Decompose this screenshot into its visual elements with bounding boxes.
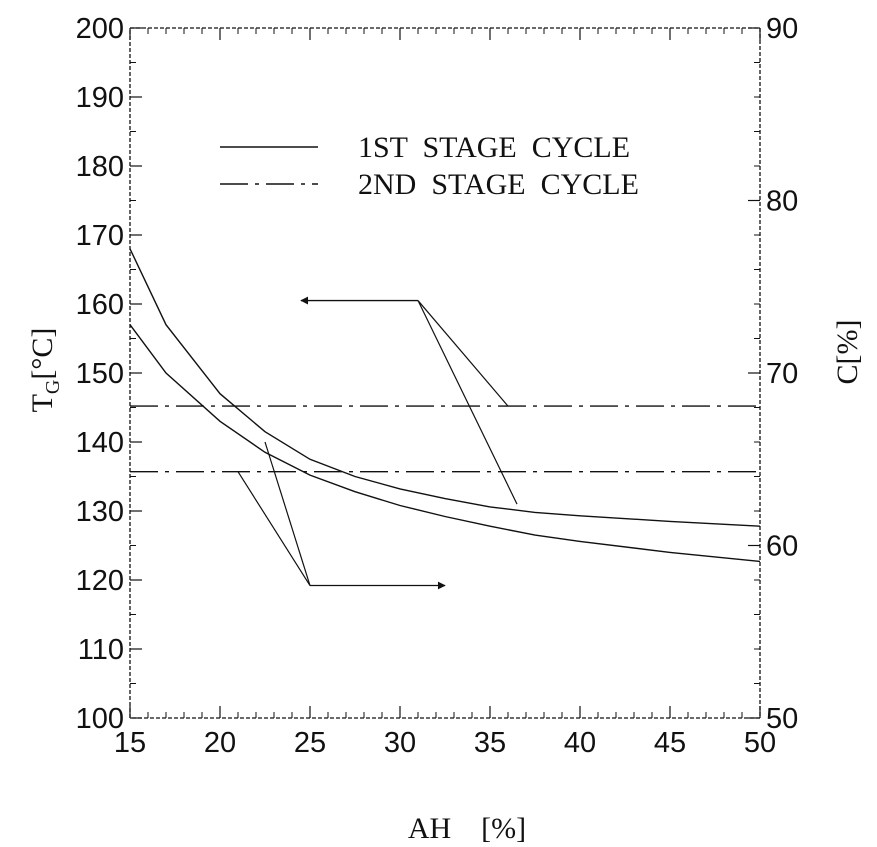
y-axis-title-right: C[%] <box>831 320 864 385</box>
tick-labels: 15 20 25 30 35 40 45 50 100 110 120 130 140 150 160 170… <box>76 13 799 759</box>
y-left-tick-label-190: 190 <box>76 82 124 114</box>
annotations <box>237 296 518 590</box>
y-left-tick-label-170: 170 <box>76 220 124 252</box>
y-right-tick-label-70: 70 <box>766 358 798 390</box>
y-axis-title-sub: G <box>42 380 64 394</box>
y-axis-title-base: T <box>26 394 59 412</box>
legend-label-2nd: 2ND STAGE CYCLE <box>358 168 639 201</box>
series-line-0 <box>129 248 761 527</box>
y-left-tick-label-150: 150 <box>76 358 124 390</box>
annotation-leader-0-0 <box>417 300 509 407</box>
x-tick-label-15: 15 <box>114 727 146 759</box>
x-tick-label-45: 45 <box>654 727 686 759</box>
y-left-tick-label-180: 180 <box>76 151 124 183</box>
y-left-tick-label-130: 130 <box>76 496 124 528</box>
x-tick-label-50: 50 <box>744 727 776 759</box>
y-left-tick-label-200: 200 <box>76 13 124 45</box>
axis-ticks <box>129 27 761 719</box>
x-tick-label-25: 25 <box>294 727 326 759</box>
annotation-leader-1-1 <box>264 441 311 586</box>
y-left-tick-label-110: 110 <box>78 634 124 666</box>
y-right-tick-label-60: 60 <box>766 531 798 563</box>
series-line-1 <box>129 324 761 563</box>
x-axis-title: AH [%] <box>408 812 526 845</box>
y-left-tick-label-160: 160 <box>76 289 124 321</box>
x-tick-label-40: 40 <box>564 727 596 759</box>
series-group <box>129 248 761 563</box>
y-right-tick-label-80: 80 <box>766 186 798 218</box>
y-axis-title-unit: [°C] <box>26 328 59 380</box>
y-left-tick-label-140: 140 <box>76 427 124 459</box>
x-tick-label-30: 30 <box>384 727 416 759</box>
x-tick-label-35: 35 <box>474 727 506 759</box>
y-left-tick-label-120: 120 <box>76 565 124 597</box>
y-left-tick-label-100: 100 <box>76 703 124 735</box>
y-right-tick-label-50: 50 <box>766 703 798 735</box>
y-axis-title-left: TG[°C] <box>26 328 64 413</box>
legend-label-1st: 1ST STAGE CYCLE <box>358 131 630 164</box>
legend: 1ST STAGE CYCLE 2ND STAGE CYCLE <box>220 131 639 201</box>
y-right-tick-label-90: 90 <box>766 13 798 45</box>
annotation-leader-1-0 <box>237 471 311 586</box>
annotation-leader-0-1 <box>417 300 518 505</box>
x-tick-label-20: 20 <box>204 727 236 759</box>
